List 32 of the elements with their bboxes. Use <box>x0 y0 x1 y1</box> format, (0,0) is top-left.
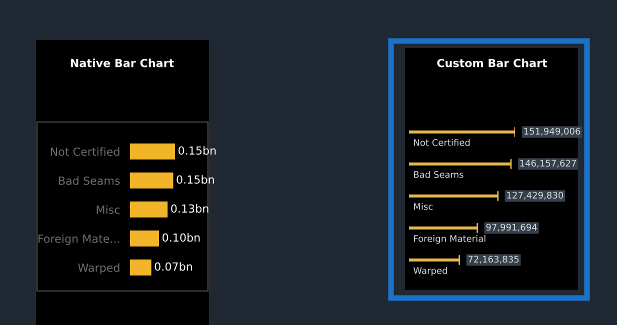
y-tick-label: Not Certified <box>414 138 470 146</box>
bar <box>130 260 152 276</box>
y-tick-label: Foreign Mate... <box>38 234 120 246</box>
bar <box>409 258 460 262</box>
data-label: 146,157,627 <box>520 160 576 168</box>
data-label: 127,429,830 <box>507 192 564 200</box>
y-tick-label: Misc <box>96 205 120 214</box>
data-label: 151,949,006 <box>524 128 580 136</box>
data-label: 0.10bn <box>162 233 200 242</box>
y-tick-label: Warped <box>78 263 120 274</box>
chart-title: Custom Bar Chart <box>437 58 548 68</box>
y-tick-label: Bad Seams <box>414 170 464 178</box>
bar <box>130 230 160 246</box>
bar <box>130 202 168 218</box>
y-tick-label: Foreign Material <box>414 234 486 244</box>
data-label: 0.15bn <box>176 175 214 184</box>
bar <box>409 162 511 166</box>
data-label: 0.13bn <box>171 204 208 213</box>
bar <box>409 226 478 230</box>
bar <box>409 194 498 198</box>
y-tick-label: Warped <box>413 266 447 276</box>
bar <box>130 172 174 188</box>
y-tick-label: Bad Seams <box>59 176 120 185</box>
bar <box>130 144 175 160</box>
chart-title: Native Bar Chart <box>70 58 174 68</box>
data-label: 72,163,835 <box>468 256 519 264</box>
data-label: 97,991,694 <box>486 224 537 232</box>
data-label: 0.15bn <box>178 146 216 155</box>
y-tick-label: Misc <box>414 202 433 210</box>
bar <box>409 130 515 134</box>
data-label: 0.07bn <box>154 262 192 271</box>
y-tick-label: Not Certified <box>50 147 120 156</box>
